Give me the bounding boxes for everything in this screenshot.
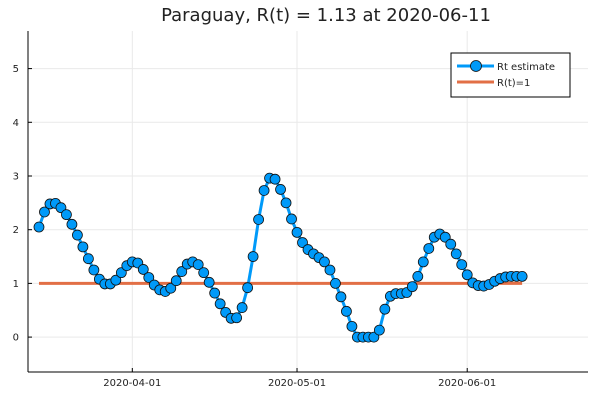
data-point-rt-estimate xyxy=(242,282,254,294)
legend-marker-rt-estimate xyxy=(470,60,482,72)
data-point-rt-estimate xyxy=(341,305,352,317)
y-tick-label: 0 xyxy=(13,333,19,344)
data-point-rt-estimate xyxy=(379,303,391,315)
data-point-rt-estimate xyxy=(72,229,83,241)
data-point-rt-estimate xyxy=(258,185,270,196)
data-point-rt-estimate xyxy=(61,209,72,221)
legend-label-rt-estimate: Rt estimate xyxy=(497,62,555,73)
data-point-rt-estimate xyxy=(231,312,243,324)
legend: Rt estimate R(t)=1 xyxy=(450,52,571,98)
data-point-rt-estimate xyxy=(110,274,122,286)
data-point-rt-estimate xyxy=(143,272,155,283)
data-point-rt-estimate xyxy=(203,276,215,288)
y-tick-label: 2 xyxy=(13,225,19,236)
data-point-rt-estimate xyxy=(165,282,177,294)
data-point-rt-estimate xyxy=(137,264,149,275)
data-point-rt-estimate xyxy=(198,267,210,279)
data-point-rt-estimate xyxy=(269,173,281,185)
data-point-rt-estimate xyxy=(209,287,221,299)
data-point-rt-estimate xyxy=(286,213,297,225)
x-tick-label: 2020-05-01 xyxy=(268,378,326,389)
data-point-rt-estimate xyxy=(275,184,286,195)
y-tick-label: 3 xyxy=(13,171,19,182)
data-point-rt-estimate xyxy=(330,277,341,289)
data-point-rt-estimate xyxy=(291,226,303,238)
data-point-rt-estimate xyxy=(324,264,336,276)
series xyxy=(33,172,528,343)
data-point-rt-estimate xyxy=(88,264,100,276)
data-point-rt-estimate xyxy=(192,259,204,271)
data-point-rt-estimate xyxy=(373,324,385,336)
data-point-rt-estimate xyxy=(253,214,264,225)
data-point-rt-estimate xyxy=(247,251,259,262)
data-point-rt-estimate xyxy=(33,221,45,233)
data-point-rt-estimate xyxy=(236,302,248,313)
data-point-rt-estimate xyxy=(214,298,226,310)
data-point-rt-estimate xyxy=(66,218,78,230)
data-point-rt-estimate xyxy=(319,256,330,268)
data-point-rt-estimate xyxy=(170,275,182,287)
data-point-rt-estimate xyxy=(77,241,89,253)
data-point-rt-estimate xyxy=(176,266,188,277)
data-point-rt-estimate xyxy=(456,259,468,271)
data-point-rt-estimate xyxy=(417,256,429,268)
data-point-rt-estimate xyxy=(335,291,347,303)
x-tick-label: 2020-06-01 xyxy=(438,378,496,389)
data-point-rt-estimate xyxy=(445,238,457,250)
data-point-rt-estimate xyxy=(516,271,528,282)
data-point-rt-estimate xyxy=(406,281,418,293)
data-point-rt-estimate xyxy=(346,320,358,332)
y-tick-label: 1 xyxy=(13,279,19,290)
data-point-rt-estimate xyxy=(450,248,462,260)
data-point-rt-estimate xyxy=(461,269,473,281)
data-point-rt-estimate xyxy=(39,206,50,218)
chart-title: Paraguay, R(t) = 1.13 at 2020-06-11 xyxy=(161,5,491,26)
y-tick-label: 5 xyxy=(13,64,19,75)
x-tick-label: 2020-04-01 xyxy=(103,378,161,389)
data-point-rt-estimate xyxy=(280,197,292,209)
legend-label-r-equals-1: R(t)=1 xyxy=(497,78,530,89)
y-tick-label: 4 xyxy=(13,118,19,129)
data-point-rt-estimate xyxy=(412,271,424,282)
ticks: 0 1 2 3 4 5 2020-04-01 2020-05-01 2020-06-01 xyxy=(13,64,497,389)
data-point-rt-estimate xyxy=(82,253,94,265)
legend-box xyxy=(450,52,571,98)
data-point-rt-estimate xyxy=(423,243,435,254)
